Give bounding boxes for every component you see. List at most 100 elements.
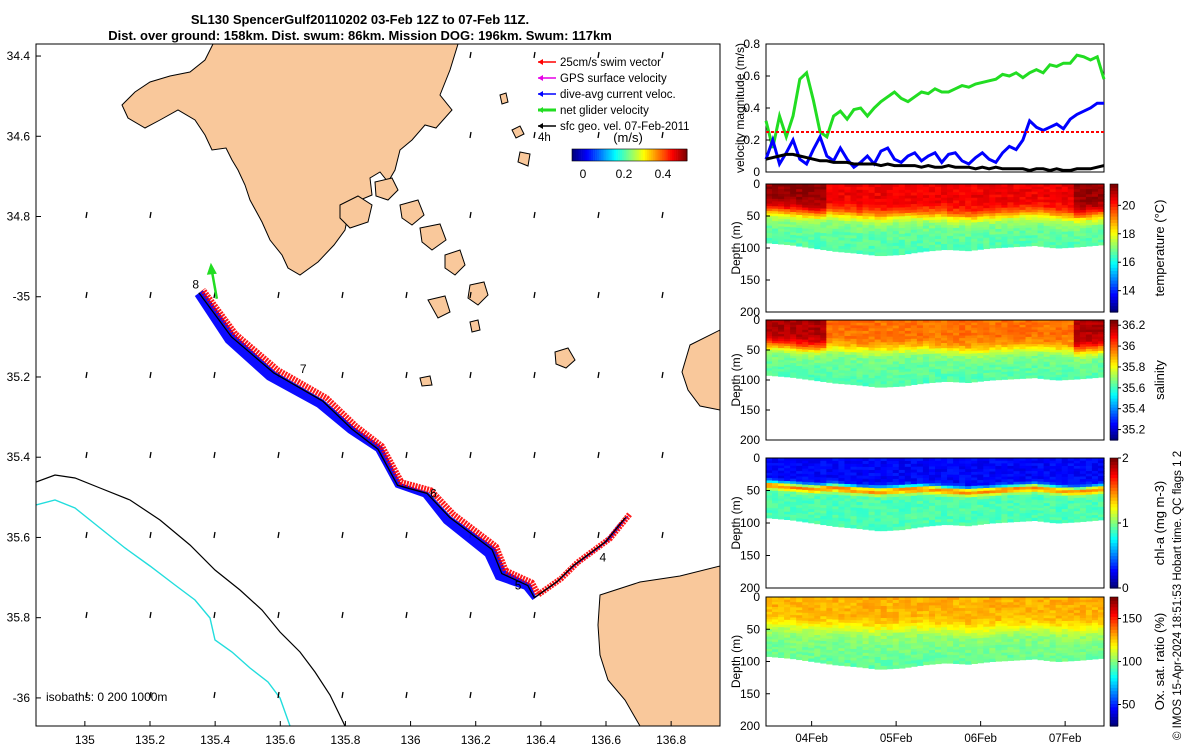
section-cell <box>778 627 785 631</box>
section-cell <box>790 650 797 655</box>
section-cell <box>898 228 906 232</box>
map-colorbar-cell <box>662 149 665 161</box>
section-colorbar-cell <box>1110 467 1118 472</box>
section-cell <box>778 223 785 228</box>
section-cell <box>1019 344 1027 348</box>
section-cell <box>904 184 912 188</box>
section-cell <box>802 337 809 341</box>
section-cell <box>808 199 815 204</box>
section-cell <box>844 206 852 211</box>
section-cell <box>778 647 785 651</box>
section-cell <box>874 353 882 357</box>
section-cell <box>820 343 827 347</box>
section-cell <box>977 235 984 239</box>
section-cell <box>1073 359 1081 363</box>
section-cell <box>953 247 960 251</box>
section-cell <box>874 325 882 329</box>
section-cell <box>856 349 864 354</box>
section-cell <box>892 650 900 655</box>
section-cell <box>772 201 779 205</box>
section-cell <box>977 350 984 354</box>
section-cell <box>874 359 882 363</box>
section-cell <box>844 498 852 502</box>
section-cell <box>910 489 918 494</box>
section-cell <box>1025 478 1033 483</box>
section-cell <box>1091 209 1099 213</box>
section-cell <box>880 222 888 227</box>
section-cell <box>874 333 882 338</box>
section-cell <box>983 460 990 465</box>
section-cell <box>778 350 785 354</box>
section-cell <box>778 480 785 484</box>
section-cell <box>1037 222 1045 227</box>
section-cell <box>802 644 809 648</box>
section-cell <box>941 197 948 201</box>
section-cell <box>1049 327 1057 331</box>
section-cell <box>1055 517 1063 521</box>
section-cell <box>772 347 779 351</box>
section-cell <box>862 629 870 633</box>
section-cell <box>922 497 930 502</box>
section-cell <box>941 222 948 226</box>
section-cell <box>965 220 972 224</box>
section-cell <box>778 599 785 603</box>
section-cell <box>1097 504 1105 508</box>
section-cell <box>959 230 966 235</box>
section-cell <box>886 333 894 338</box>
section-cell <box>1061 506 1069 510</box>
section-cell <box>772 238 779 242</box>
geo-velocity-arrow <box>533 531 536 539</box>
geo-velocity-arrow <box>405 291 408 299</box>
geo-velocity-arrow <box>341 451 344 459</box>
section-cell <box>989 364 996 369</box>
section-cell <box>971 219 978 224</box>
section-cell <box>850 371 858 375</box>
section-cell <box>796 615 803 619</box>
section-cell <box>959 225 966 229</box>
section-cell <box>904 336 912 340</box>
section-cell <box>784 501 791 505</box>
section-cell <box>910 184 918 188</box>
section-cell <box>1073 487 1081 491</box>
section-cell <box>1007 191 1015 196</box>
section-cell <box>796 604 803 609</box>
section-cell <box>808 362 815 366</box>
section-cell <box>850 524 858 529</box>
section-cell <box>862 358 870 362</box>
section-cell <box>820 621 827 626</box>
section-cell <box>826 602 833 606</box>
section-cell <box>796 617 803 622</box>
section-cell <box>808 245 815 249</box>
section-cell <box>953 374 960 378</box>
section-cell <box>922 466 930 470</box>
section-colorbar-cell <box>1110 353 1118 357</box>
section-cell <box>844 625 852 630</box>
map-colorbar-cell <box>583 149 586 161</box>
section-cell <box>850 516 858 520</box>
section-cell <box>880 600 888 604</box>
section-cell <box>1031 471 1039 475</box>
section-cell <box>880 458 888 462</box>
section-cell <box>826 377 833 381</box>
section-cell <box>1055 202 1063 206</box>
section-cell <box>1049 202 1057 206</box>
section-cell <box>935 508 942 512</box>
section-cell <box>814 520 821 525</box>
section-cell <box>1031 458 1039 462</box>
section-cell <box>1073 513 1081 518</box>
section-cell <box>1031 235 1039 239</box>
section-cell <box>928 483 936 487</box>
section-cell <box>766 349 773 353</box>
section-cell <box>832 642 840 646</box>
section-cell <box>808 339 815 343</box>
section-cell <box>778 604 785 608</box>
section-cell <box>886 336 894 341</box>
section-cell <box>971 184 978 188</box>
section-ytick-label: 150 <box>740 403 760 417</box>
section-cell <box>814 229 821 234</box>
section-cell <box>844 501 852 505</box>
geo-velocity-arrow <box>597 291 600 299</box>
section-cell <box>826 364 833 368</box>
section-cell <box>959 320 966 324</box>
section-cell <box>826 369 833 373</box>
